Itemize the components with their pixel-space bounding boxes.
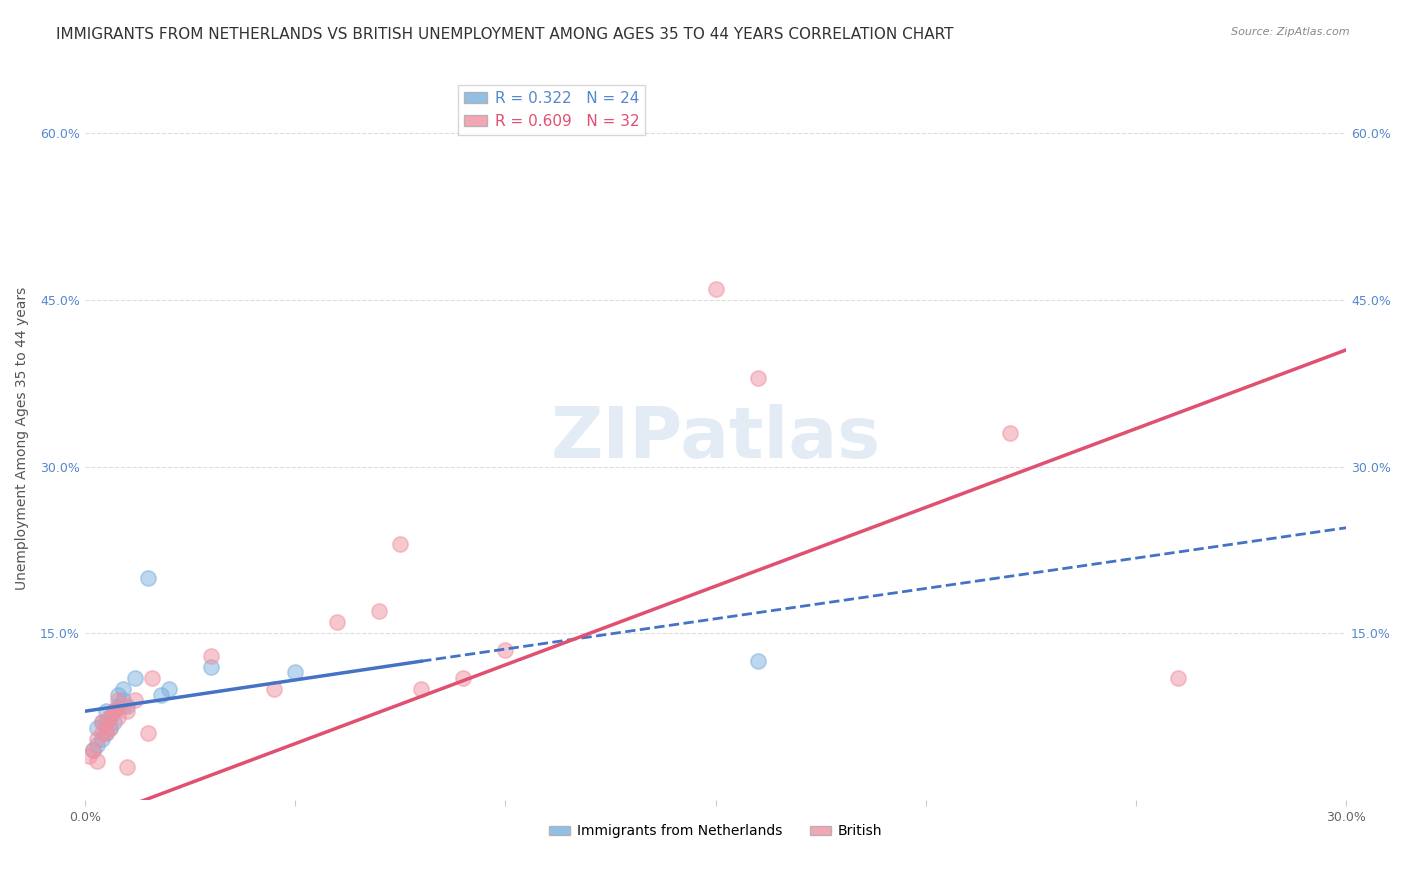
Point	[998, 426, 1021, 441]
Legend: Immigrants from Netherlands, British: Immigrants from Netherlands, British	[543, 819, 887, 844]
Point	[107, 710, 129, 724]
Point	[90, 715, 112, 730]
Point	[284, 665, 307, 680]
Point	[747, 654, 769, 668]
Point	[115, 698, 138, 713]
Point	[90, 715, 112, 730]
Point	[82, 743, 104, 757]
Point	[1167, 671, 1189, 685]
Point	[94, 715, 117, 730]
Point	[111, 698, 134, 713]
Point	[389, 537, 412, 551]
Point	[86, 754, 108, 768]
Point	[368, 604, 391, 618]
Point	[136, 571, 159, 585]
Point	[98, 721, 121, 735]
Point	[263, 681, 285, 696]
Point	[103, 704, 125, 718]
Point	[111, 681, 134, 696]
Point	[115, 760, 138, 774]
Point	[124, 671, 146, 685]
Point	[86, 738, 108, 752]
Point	[107, 693, 129, 707]
Point	[141, 671, 163, 685]
Point	[115, 704, 138, 718]
Point	[200, 659, 222, 673]
Point	[411, 681, 433, 696]
Point	[149, 688, 172, 702]
Point	[124, 693, 146, 707]
Point	[98, 710, 121, 724]
Text: Source: ZipAtlas.com: Source: ZipAtlas.com	[1232, 27, 1350, 37]
Point	[94, 704, 117, 718]
Point	[451, 671, 474, 685]
Point	[747, 370, 769, 384]
Point	[103, 715, 125, 730]
Point	[94, 726, 117, 740]
Point	[90, 726, 112, 740]
Text: ZIPatlas: ZIPatlas	[551, 404, 880, 474]
Point	[86, 721, 108, 735]
Point	[86, 732, 108, 747]
Point	[107, 688, 129, 702]
Point	[94, 726, 117, 740]
Point	[157, 681, 180, 696]
Point	[494, 643, 516, 657]
Point	[136, 726, 159, 740]
Y-axis label: Unemployment Among Ages 35 to 44 years: Unemployment Among Ages 35 to 44 years	[15, 287, 30, 591]
Point	[111, 693, 134, 707]
Point	[103, 704, 125, 718]
Point	[90, 732, 112, 747]
Point	[77, 748, 100, 763]
Point	[98, 721, 121, 735]
Point	[704, 282, 727, 296]
Point	[98, 710, 121, 724]
Point	[200, 648, 222, 663]
Point	[107, 698, 129, 713]
Point	[94, 715, 117, 730]
Point	[82, 743, 104, 757]
Point	[326, 615, 349, 630]
Point	[103, 704, 125, 718]
Text: IMMIGRANTS FROM NETHERLANDS VS BRITISH UNEMPLOYMENT AMONG AGES 35 TO 44 YEARS CO: IMMIGRANTS FROM NETHERLANDS VS BRITISH U…	[56, 27, 953, 42]
